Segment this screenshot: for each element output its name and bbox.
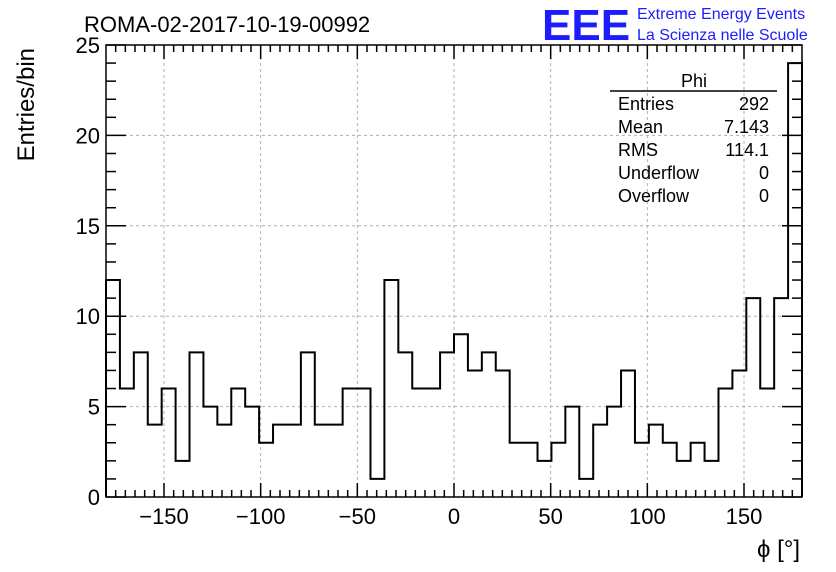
x-tick-label: 50 [538, 504, 562, 529]
histogram-bin [162, 389, 176, 497]
axis-ticks [106, 44, 802, 498]
x-tick-label: −100 [236, 504, 286, 529]
histogram-bin [176, 461, 190, 497]
histogram-bin [538, 461, 552, 497]
histogram-bin [496, 370, 510, 497]
x-tick-label: −50 [339, 504, 376, 529]
y-tick-label: 0 [88, 485, 100, 510]
stats-rows: Entries 292 Mean 7.143 RMS 114.1 Underflow 0 Ove… [618, 94, 769, 206]
histogram-bin [148, 425, 162, 497]
histogram-bin [468, 370, 482, 497]
histogram-bin [357, 389, 371, 497]
x-tick-labels: −150 −100 −50 0 50 100 150 [139, 504, 762, 529]
histogram-bin [190, 352, 204, 497]
histogram-outline [105, 62, 803, 497]
histogram-bin [760, 389, 774, 497]
histogram-bin [134, 352, 148, 497]
histogram-bin [621, 370, 635, 497]
histogram-bin [343, 389, 357, 497]
stats-value: 7.143 [724, 117, 769, 137]
stats-value: 292 [739, 94, 769, 114]
histogram-bin [593, 425, 607, 497]
histogram-bin [691, 443, 705, 497]
histogram-bin [524, 443, 538, 497]
y-tick-label: 15 [76, 214, 100, 239]
x-tick-label: 100 [629, 504, 666, 529]
histogram-bin [746, 298, 760, 497]
stats-title: Phi [681, 71, 707, 91]
y-tick-label: 20 [76, 123, 100, 148]
histogram-bin [384, 280, 398, 497]
chart-title: ROMA-02-2017-10-19-00992 [84, 12, 370, 37]
y-axis-title: Entries/bin [13, 48, 40, 161]
histogram-bin [398, 352, 412, 497]
histogram-bin [718, 389, 732, 497]
histogram-bin [273, 425, 287, 497]
histogram-bin [120, 389, 134, 497]
histogram-bin [705, 461, 719, 497]
histogram-bin [579, 479, 593, 497]
stats-label: Mean [618, 117, 663, 137]
histogram-bin [440, 352, 454, 497]
stats-value: 114.1 [725, 140, 769, 160]
histogram-bin [329, 425, 343, 497]
histogram-bin [370, 479, 384, 497]
histogram-bin [663, 443, 677, 497]
logo-line-1: Extreme Energy Events [637, 6, 805, 23]
y-tick-label: 25 [76, 33, 100, 58]
stats-label: Entries [618, 94, 674, 114]
histogram-bin [607, 407, 621, 497]
histogram-bin [732, 370, 746, 497]
histogram-bin [565, 407, 579, 497]
histogram-bin [774, 298, 788, 497]
stats-value: 0 [759, 163, 769, 183]
histogram-bin [426, 389, 440, 497]
histogram-bin [301, 352, 315, 497]
x-tick-label: −150 [139, 504, 189, 529]
histogram-bin [231, 389, 245, 497]
x-tick-label: 150 [726, 504, 763, 529]
y-tick-labels: 0 5 10 15 20 25 [76, 33, 100, 510]
histogram-bin [677, 461, 691, 497]
eee-logo-mark: EEE [542, 1, 630, 50]
x-tick-label: 0 [448, 504, 460, 529]
stats-label: Underflow [618, 163, 700, 183]
histogram-bin [203, 407, 217, 497]
y-tick-label: 5 [88, 395, 100, 420]
stats-value: 0 [759, 186, 769, 206]
x-axis-title: ϕ [°] [757, 536, 800, 563]
logo-line-2: La Scienza nelle Scuole [637, 27, 808, 44]
stats-box: Phi Entries 292 Mean 7.143 RMS 114.1 Underflow… [610, 71, 777, 206]
histogram-bin [649, 425, 663, 497]
stats-label: Overflow [618, 186, 690, 206]
histogram-bin [412, 389, 426, 497]
histogram-bin [217, 425, 231, 497]
histogram-bin [287, 425, 301, 497]
y-tick-label: 10 [76, 304, 100, 329]
histogram-bin [454, 334, 468, 497]
histogram-bin [245, 407, 259, 497]
stats-label: RMS [618, 140, 658, 160]
histogram-bin [551, 443, 565, 497]
histogram-bin [510, 443, 524, 497]
histogram-bin [315, 425, 329, 497]
eee-logo: EEE Extreme Energy Events La Scienza nel… [542, 1, 808, 50]
histogram-bin [482, 352, 496, 497]
